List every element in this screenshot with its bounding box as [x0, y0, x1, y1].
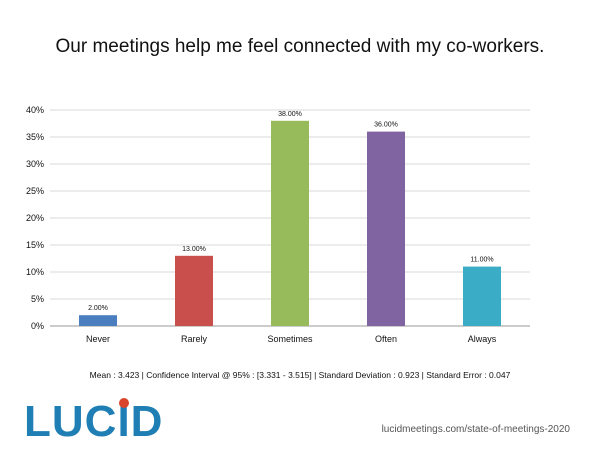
y-tick-label: 35%	[26, 132, 44, 142]
data-label: 2.00%	[88, 305, 108, 312]
y-tick-label: 20%	[26, 213, 44, 223]
data-label: 36.00%	[374, 122, 398, 129]
data-label: 38.00%	[278, 111, 302, 118]
logo-dot-icon	[119, 398, 130, 408]
data-label: 13.00%	[182, 246, 206, 253]
bar-sometimes	[271, 120, 309, 326]
x-tick-label: Sometimes	[267, 334, 313, 344]
x-tick-label: Never	[86, 334, 110, 344]
statistics-summary: Mean : 3.423 | Confidence Interval @ 95%…	[89, 370, 511, 380]
y-tick-label: 0%	[31, 321, 44, 331]
bar-often	[367, 131, 405, 326]
x-tick-label: Always	[468, 334, 497, 344]
y-tick-label: 15%	[26, 240, 44, 250]
data-label: 11.00%	[470, 257, 493, 264]
bar-rarely	[175, 255, 213, 326]
y-tick-label: 10%	[26, 267, 44, 277]
bar-never	[79, 315, 117, 326]
y-tick-label: 25%	[26, 186, 44, 196]
logo-text-c: D	[130, 397, 164, 446]
x-tick-label: Often	[375, 334, 397, 344]
x-tick-label: Rarely	[181, 334, 208, 344]
y-tick-label: 5%	[31, 294, 44, 304]
bar-chart: 0% 5% 10% 15% 20% 25% 30% 35% 40% 2.00% Never 13.00…	[26, 105, 530, 344]
source-url: lucidmeetings.com/state-of-meetings-2020	[381, 424, 570, 435]
y-tick-label: 30%	[26, 159, 44, 169]
y-tick-label: 40%	[26, 105, 44, 115]
chart-title: Our meetings help me feel connected with…	[55, 36, 545, 57]
logo-text-a: LUC	[24, 397, 118, 446]
bar-always	[463, 266, 501, 326]
logo-letter-i: I	[117, 397, 131, 446]
lucid-logo: LUC ID	[24, 396, 163, 448]
